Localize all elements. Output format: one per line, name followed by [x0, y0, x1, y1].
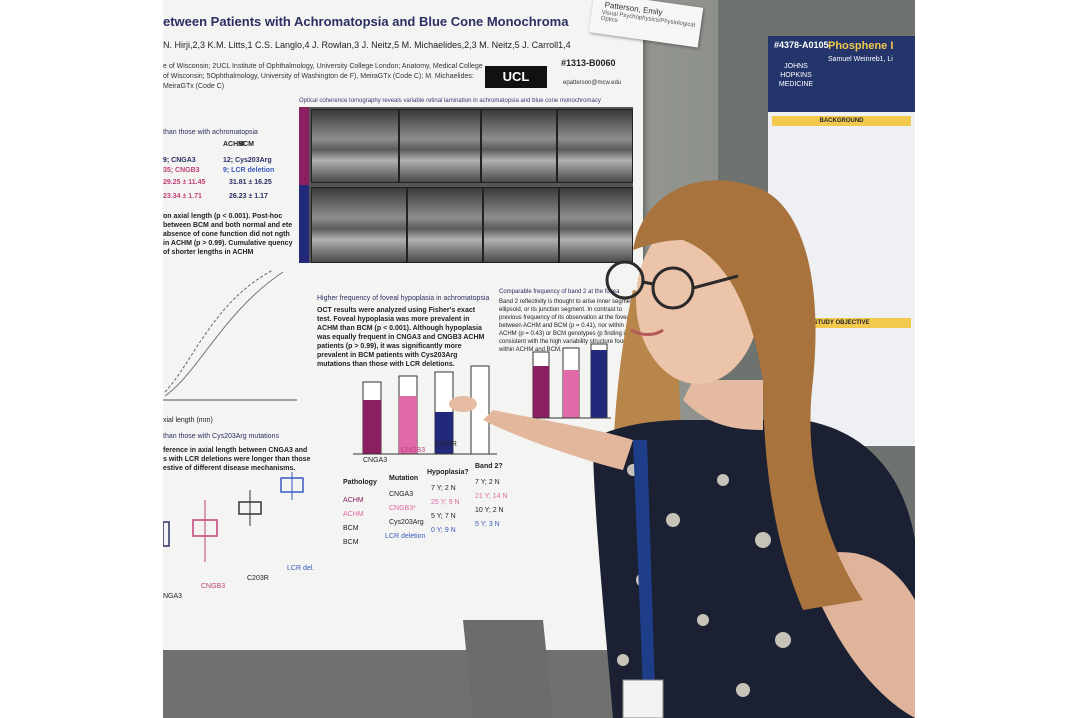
oct-scan [559, 187, 633, 263]
hopkins-logo: JOHNS HOPKINS MEDICINE [778, 63, 814, 88]
table-header-bcm: BCM [238, 141, 254, 148]
band2-text: Band 2 reflectivity is thought to arise … [499, 299, 636, 353]
neighbor-poster-header: #4378-A0105 Phosphene I Samuel Weinreb1,… [768, 36, 915, 112]
oct-row-bcm [299, 185, 309, 263]
oct-image-grid [299, 107, 633, 263]
table-cell: 7 Y; 2 N [475, 479, 500, 486]
axial-boxplot [163, 472, 304, 562]
objective-header: STUDY OBJECTIVE [772, 318, 911, 328]
table-cell: BCM [343, 539, 359, 546]
table-cell: 5 Y; 3 N [475, 521, 500, 528]
table-cell: 35; CNGB3 [163, 167, 200, 174]
poster-authors: N. Hirji,2,3 K.M. Litts,1 C.S. Langlo,4 … [163, 40, 571, 50]
table-header: Band 2? [475, 463, 503, 470]
table-cell: 25 Y; 9 N [431, 499, 460, 506]
band2-bar-chart [525, 343, 611, 419]
poster-title: etween Patients with Achromatopsia and B… [163, 14, 569, 29]
table-cell: CNGB3* [389, 505, 416, 512]
glasses [605, 260, 739, 310]
table-cell: 23.34 ± 1.71 [163, 193, 202, 200]
table-cell: 10 Y; 2 N [475, 507, 504, 514]
conference-photo: etween Patients with Achromatopsia and B… [163, 0, 915, 718]
table-cell: LCR deletion [385, 533, 426, 540]
hypoplasia-text: OCT results were analyzed using Fisher's… [317, 307, 485, 368]
table-cell: CNGA3 [389, 491, 414, 498]
box-label: LCR del. [287, 565, 315, 572]
table-cell: 7 Y; 2 N [431, 485, 456, 492]
oct-row-achm [299, 107, 309, 185]
table-cell: 9; CNGA3 [163, 157, 196, 164]
pointing-hand [449, 396, 477, 412]
table-cell: 12; Cys203Arg [223, 157, 272, 164]
table-cell: 9; LCR deletion [223, 167, 275, 174]
background-header: BACKGROUND [772, 116, 911, 126]
table-cell: 5 Y; 7 N [431, 513, 456, 520]
oct-scan [557, 109, 633, 183]
pointing-arm [483, 410, 633, 470]
table-header: Hypoplasia? [427, 469, 469, 476]
poster-affiliations: e of Wisconsin; 2UCL Institute of Ophtha… [163, 63, 483, 90]
cumulative-axial-chart [163, 269, 297, 401]
table-cell: ACHM [343, 511, 364, 518]
ucl-logo: UCL [485, 66, 547, 88]
table-header: Pathology [343, 479, 377, 486]
table-cell: ACHM [343, 497, 364, 504]
neighbor-poster-author: Samuel Weinreb1, Li [828, 56, 893, 63]
table-cell: 31.81 ± 16.25 [229, 179, 272, 186]
section-achm-heading: than those with achromatopsia [163, 129, 258, 136]
poster-board-frame [163, 650, 643, 718]
axial-length-text: on axial length (p < 0.001). Post-hoc be… [163, 213, 293, 256]
bar-label: C203R [435, 441, 457, 448]
cys-text: ference in axial length between CNGA3 an… [163, 447, 311, 472]
table-cell: 21 Y; 14 N [475, 493, 508, 500]
oct-scan [311, 187, 407, 263]
neighbor-poster-code: #4378-A0105 [774, 40, 829, 50]
oct-scan [483, 187, 559, 263]
table-cell: 0 Y; 9 N [431, 527, 456, 534]
poster-code: #1313-B0060 [561, 58, 616, 68]
table-header-achm: ACHM [223, 141, 244, 148]
oct-scan [481, 109, 557, 183]
badge [622, 679, 664, 718]
band2-heading: Comparable frequency of band 2 at the fo… [499, 289, 620, 295]
floral-dress [593, 420, 915, 718]
table-cell: 29.25 ± 11.45 [163, 179, 206, 186]
table-cell: 26.23 ± 1.17 [229, 193, 268, 200]
box-label: NGA3 [163, 593, 183, 600]
table-header: Mutation [389, 475, 419, 482]
research-poster: etween Patients with Achromatopsia and B… [163, 0, 643, 650]
table-cell: BCM [343, 525, 359, 532]
hair-front [633, 180, 863, 611]
axial-axis-label: xial length (mm) [163, 417, 213, 424]
background-person-legs [463, 620, 553, 718]
hypoplasia-heading: Higher frequency of foveal hypoplasia in… [317, 295, 490, 302]
bar-label: CNGB3 [401, 447, 426, 454]
oct-scan [311, 109, 399, 183]
poster-email: epatterson@mcw.edu [563, 80, 622, 86]
oct-scan [407, 187, 483, 263]
bar-label: CNGA3 [363, 457, 388, 464]
box-label: CNGB3 [201, 583, 226, 590]
oct-caption: Optical coherence tomography reveals var… [299, 98, 601, 104]
mouth [630, 328, 664, 336]
cys-heading: than those with Cys203Arg mutations [163, 433, 279, 440]
presenter-person [449, 180, 915, 718]
oct-scan [399, 109, 481, 183]
table-cell: Cys203Arg [389, 519, 424, 526]
lanyard [633, 440, 655, 690]
neck [683, 380, 763, 430]
neighbor-poster-title: Phosphene I [828, 40, 894, 52]
box-label: C203R [247, 575, 269, 582]
